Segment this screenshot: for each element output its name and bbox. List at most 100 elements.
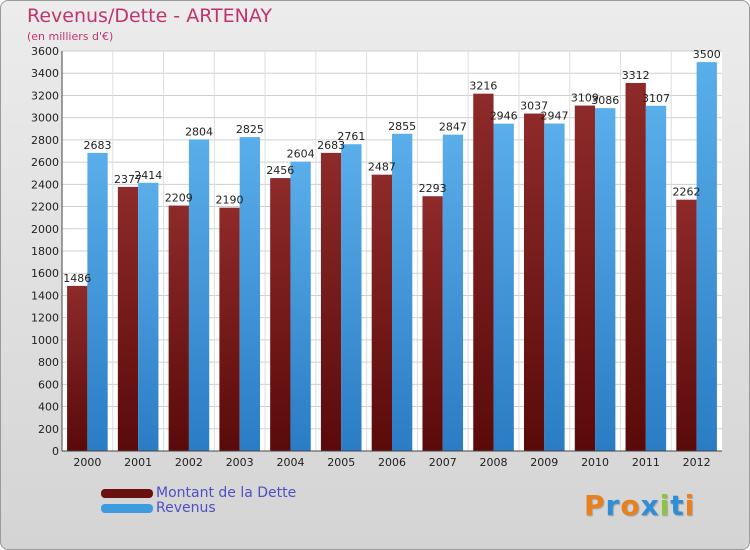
value-label-dette: 3312: [622, 69, 650, 82]
x-tick-label: 2002: [175, 456, 203, 469]
value-label-dette: 3216: [469, 80, 497, 93]
bar-dette: [473, 93, 494, 452]
y-tick-label: 1800: [31, 245, 59, 258]
y-tick-label: 1000: [31, 334, 59, 347]
bar-revenus: [645, 105, 667, 452]
y-tick-label: 3000: [31, 112, 59, 125]
value-label-dette: 2683: [317, 139, 345, 152]
bar-dette: [422, 196, 443, 451]
x-tick-label: 2007: [429, 456, 457, 469]
bar-revenus: [493, 123, 514, 452]
chart-subtitle: (en milliers d'€): [27, 30, 114, 43]
x-tick-label: 2008: [480, 456, 508, 469]
value-label-dette: 2377: [114, 173, 142, 186]
logo-letter: t: [670, 489, 685, 522]
y-tick-label: 800: [38, 356, 59, 369]
y-tick-label: 1200: [31, 312, 59, 325]
value-label-revenus: 3086: [591, 94, 619, 107]
value-label-dette: 2262: [672, 186, 700, 199]
proxiti-logo: Proxiti: [584, 489, 695, 522]
value-label-revenus: 2414: [134, 169, 162, 182]
legend-swatch-dette: [101, 489, 153, 498]
bar-revenus: [188, 139, 210, 451]
bar-revenus: [595, 108, 616, 451]
value-label-dette: 2190: [216, 194, 244, 207]
x-tick-label: 2005: [327, 456, 355, 469]
y-tick-label: 2000: [31, 223, 59, 236]
logo-letter: x: [640, 489, 660, 522]
bar-dette: [67, 285, 88, 451]
y-tick-label: 0: [52, 445, 59, 458]
bar-dette: [219, 207, 240, 451]
y-tick-label: 600: [38, 378, 59, 391]
bar-dette: [270, 178, 291, 451]
y-tick-label: 1600: [31, 267, 59, 280]
chart-title: Revenus/Dette - ARTENAY: [27, 5, 272, 27]
logo-letter: i: [684, 489, 696, 522]
logo-letter: r: [605, 489, 621, 522]
y-tick-label: 3200: [31, 89, 59, 102]
value-label-dette: 2456: [266, 164, 294, 177]
legend-label-revenus: Revenus: [156, 500, 216, 516]
value-label-revenus: 2683: [84, 139, 112, 152]
value-label-revenus: 2946: [490, 110, 518, 123]
x-tick-label: 2004: [276, 456, 304, 469]
value-label-revenus: 2855: [388, 120, 416, 133]
y-tick-label: 400: [38, 401, 59, 414]
bar-dette: [625, 83, 646, 451]
bar-revenus: [341, 144, 362, 451]
value-label-dette: 3109: [571, 92, 599, 105]
x-tick-label: 2006: [378, 456, 406, 469]
value-label-dette: 3037: [520, 100, 548, 113]
logo-letter: o: [620, 489, 641, 522]
bar-dette: [676, 199, 697, 451]
y-tick-label: 200: [38, 423, 59, 436]
value-label-revenus: 3500: [693, 48, 721, 61]
x-tick-label: 2000: [73, 456, 101, 469]
y-tick-label: 1400: [31, 289, 59, 302]
y-tick-label: 2200: [31, 201, 59, 214]
bar-revenus: [544, 123, 565, 452]
bar-revenus: [239, 137, 260, 451]
legend-label-dette: Montant de la Dette: [156, 485, 297, 501]
bar-revenus: [138, 182, 159, 451]
x-tick-label: 2003: [226, 456, 254, 469]
value-label-revenus: 2847: [439, 121, 467, 134]
bar-revenus: [87, 152, 108, 451]
y-tick-label: 3600: [31, 45, 59, 58]
y-tick-label: 2800: [31, 134, 59, 147]
bar-revenus: [392, 133, 413, 451]
bar-dette: [320, 152, 342, 451]
value-label-dette: 2209: [165, 192, 193, 205]
value-label-revenus: 2825: [236, 123, 264, 136]
bar-revenus: [442, 134, 464, 451]
y-tick-label: 2600: [31, 156, 59, 169]
bar-dette: [574, 105, 596, 452]
y-tick-label: 3400: [31, 67, 59, 80]
value-label-revenus: 2604: [287, 148, 315, 161]
bar-revenus: [696, 62, 717, 451]
bar-dette: [168, 205, 189, 451]
bar-revenus: [290, 161, 311, 451]
value-label-revenus: 2761: [337, 130, 365, 143]
bar-dette: [371, 174, 392, 451]
y-tick-label: 2400: [31, 178, 59, 191]
value-label-dette: 2487: [368, 161, 396, 174]
value-label-revenus: 3107: [642, 92, 670, 105]
x-tick-label: 2011: [632, 456, 660, 469]
value-label-revenus: 2804: [185, 125, 213, 138]
x-tick-label: 2010: [581, 456, 609, 469]
bar-dette: [524, 113, 545, 452]
bar-dette: [117, 186, 139, 451]
legend-swatch-revenus: [101, 504, 153, 513]
value-label-dette: 1486: [63, 272, 91, 285]
x-tick-label: 2001: [124, 456, 152, 469]
value-label-revenus: 2947: [540, 110, 568, 123]
x-tick-label: 2009: [530, 456, 558, 469]
value-label-dette: 2293: [419, 182, 447, 195]
logo-letter: i: [659, 489, 671, 522]
logo-letter: P: [584, 489, 606, 522]
x-tick-label: 2012: [683, 456, 711, 469]
